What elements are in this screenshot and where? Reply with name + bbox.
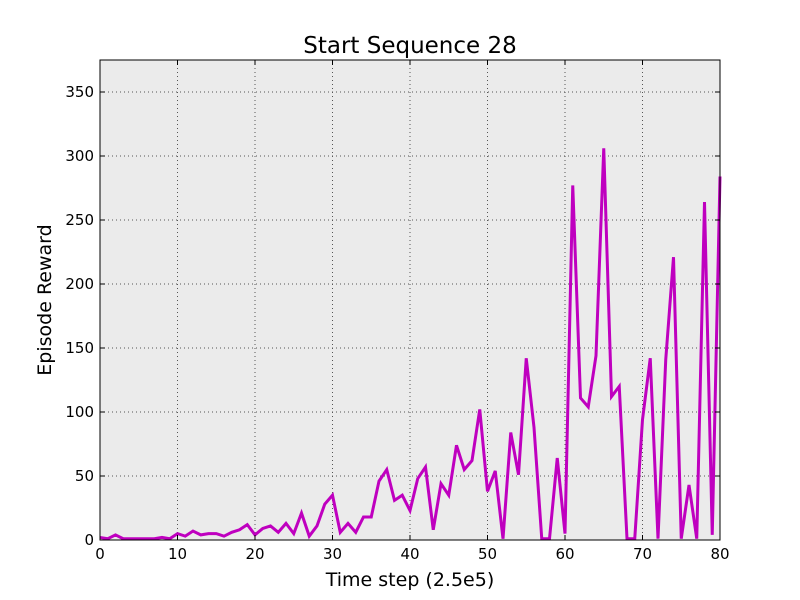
x-tick-label: 50: [478, 545, 497, 563]
x-tick-label: 20: [245, 545, 264, 563]
x-tick-label: 40: [400, 545, 419, 563]
y-tick-label: 200: [65, 275, 94, 293]
chart-title: Start Sequence 28: [303, 33, 517, 59]
x-tick-label: 30: [323, 545, 342, 563]
x-tick-labels: 0 10 20 30 40 50 60 70 80: [95, 545, 729, 563]
y-tick-label: 100: [65, 403, 94, 421]
series-line: [99, 148, 722, 541]
x-axis-label: Time step (2.5e5): [325, 569, 495, 591]
x-tick-label: 60: [555, 545, 574, 563]
x-tick-label: 80: [710, 545, 729, 563]
axis-ticks: [99, 60, 721, 541]
y-tick-label: 150: [65, 339, 94, 357]
x-tick-label: 10: [168, 545, 187, 563]
y-tick-label: 50: [75, 467, 94, 485]
y-tick-label: 250: [65, 211, 94, 229]
grid-lines: [100, 60, 720, 540]
y-tick-label: 350: [65, 83, 94, 101]
x-tick-label: 0: [95, 545, 105, 563]
y-tick-label: 300: [65, 147, 94, 165]
y-tick-label: 0: [84, 531, 94, 549]
x-tick-label: 70: [633, 545, 652, 563]
y-tick-labels: 0 50 100 150 200 250 300 350: [65, 83, 94, 549]
y-axis-label: Episode Reward: [34, 224, 56, 375]
